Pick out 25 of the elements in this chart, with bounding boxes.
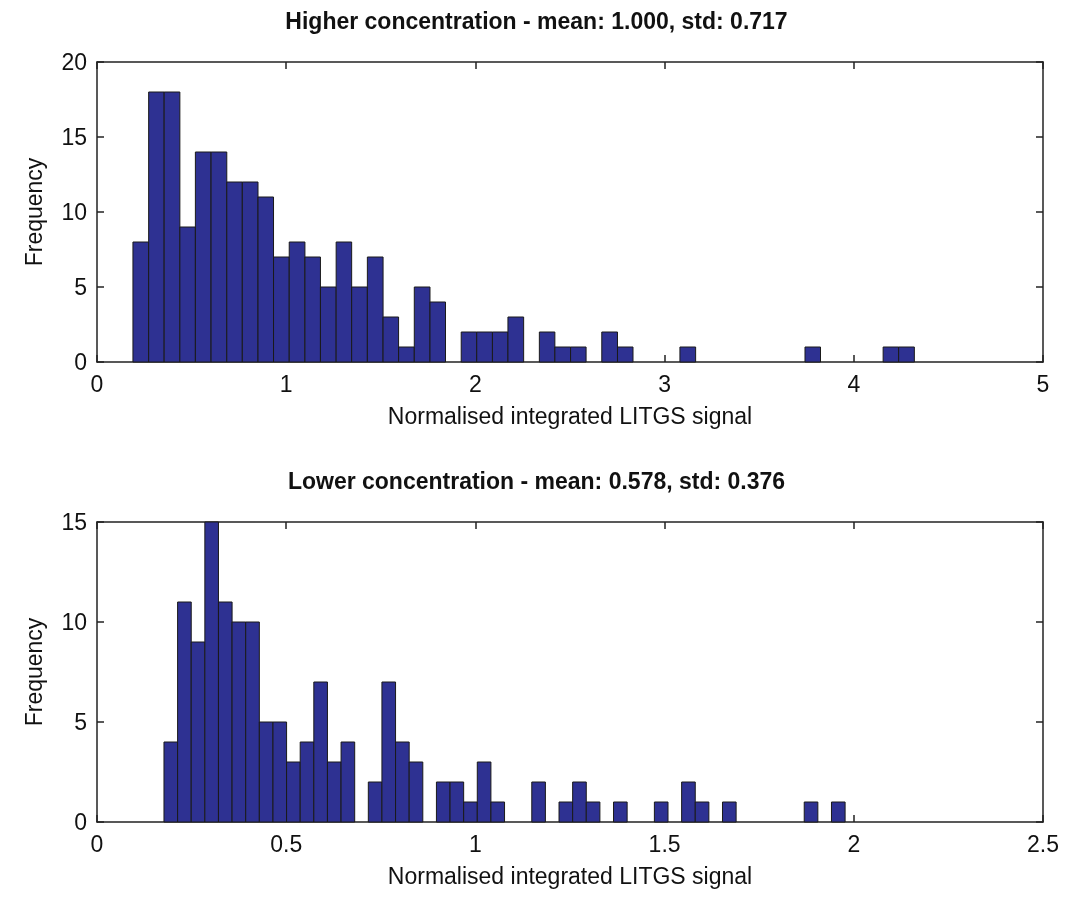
y-axis-title: Frequency (20, 157, 47, 267)
y-tick-label: 5 (74, 274, 87, 300)
x-tick-label: 5 (1036, 370, 1050, 397)
y-tick-label: 10 (61, 199, 87, 225)
x-tick-label: 0.5 (270, 830, 303, 857)
y-tick-label: 10 (61, 609, 87, 635)
x-axis-title: Normalised integrated LITGS signal (387, 402, 753, 429)
x-tick-label: 4 (847, 370, 861, 397)
chart-title: Higher concentration - mean: 1.000, std: 0.717 (285, 7, 788, 34)
y-axis-title: Frequency (20, 617, 47, 727)
y-tick-label: 20 (61, 49, 87, 75)
x-tick-label: 2.5 (1027, 830, 1059, 857)
y-tick-label: 0 (74, 349, 87, 375)
chart-title: Lower concentration - mean: 0.578, std: 0.376 (287, 467, 786, 494)
x-tick-label: 1.5 (648, 830, 681, 857)
x-tick-label: 3 (658, 370, 671, 397)
x-axis-title: Normalised integrated LITGS signal (387, 862, 753, 889)
y-tick-label: 15 (61, 124, 87, 150)
y-tick-label: 15 (61, 509, 87, 535)
x-tick-label: 2 (469, 370, 482, 397)
y-tick-label: 0 (74, 809, 87, 835)
x-tick-label: 1 (469, 830, 482, 857)
x-tick-label: 2 (847, 830, 861, 857)
x-tick-label: 1 (279, 370, 293, 397)
y-tick-label: 5 (74, 709, 87, 735)
